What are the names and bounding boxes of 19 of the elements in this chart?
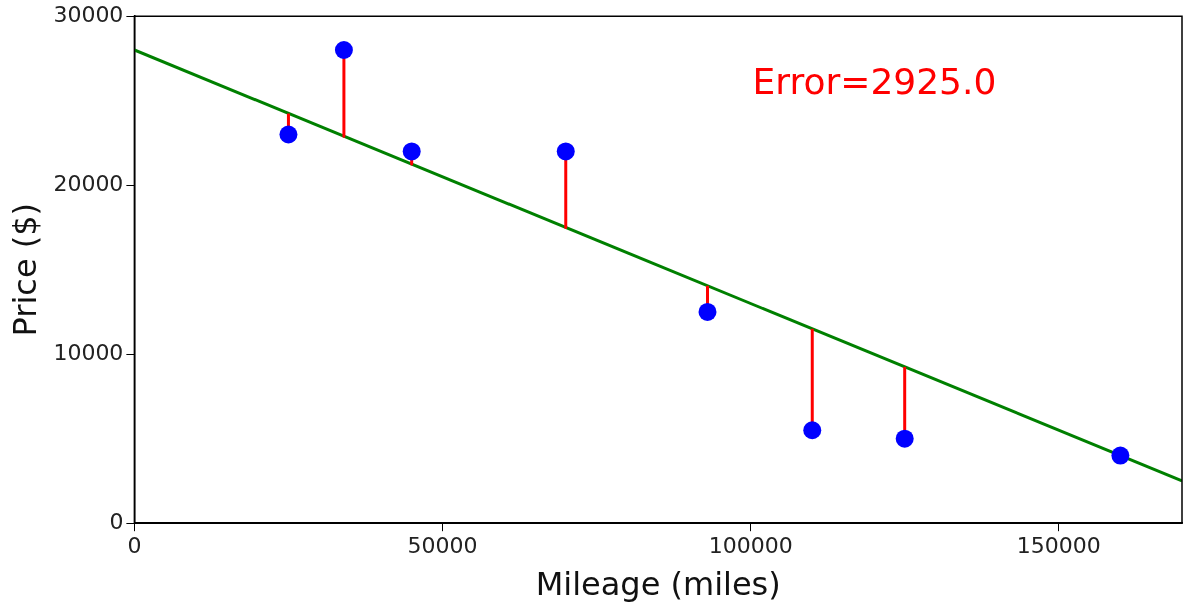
x-tick-label: 100000: [708, 533, 793, 559]
y-tick-label: 10000: [53, 339, 124, 365]
y-tick-label: 30000: [53, 1, 124, 27]
y-tick-label: 0: [109, 508, 124, 534]
point: [698, 302, 717, 321]
annotation: Error=2925.0: [752, 60, 997, 102]
point: [556, 142, 575, 161]
point: [402, 142, 421, 161]
x-tick-label: 50000: [407, 533, 478, 559]
y-axis-title: Price ($): [5, 202, 44, 337]
y-tick-label: 20000: [53, 170, 124, 196]
point: [279, 125, 298, 144]
x-tick-label: 150000: [1016, 533, 1101, 559]
point: [803, 421, 822, 440]
x-tick-label: 0: [127, 533, 142, 559]
point: [334, 41, 353, 59]
point: [1111, 446, 1130, 465]
x-axis-title: Mileage (miles): [535, 565, 781, 604]
point: [895, 429, 914, 448]
